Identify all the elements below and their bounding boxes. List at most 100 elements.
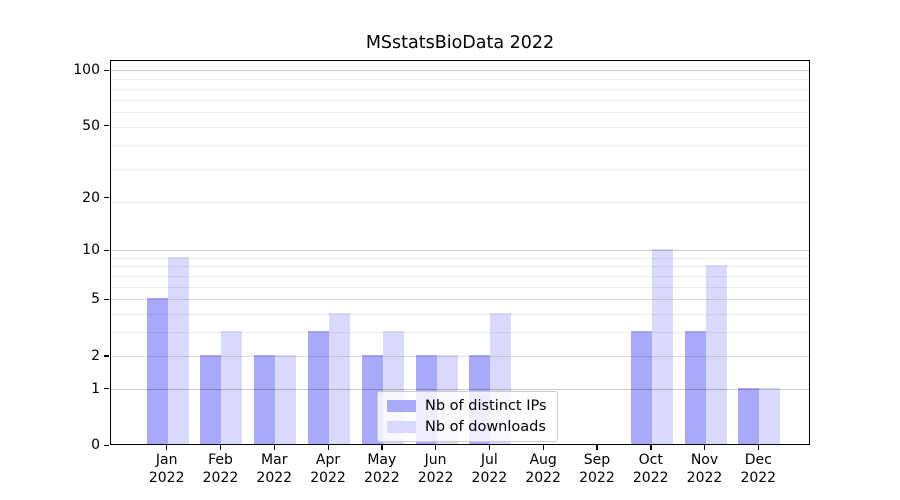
x-tick-month: Jul — [480, 452, 498, 468]
x-tick-year: 2022 — [686, 469, 723, 486]
gridline — [111, 355, 809, 357]
y-axis-tick-label: 20 — [82, 189, 100, 206]
x-tick-month: Feb — [208, 452, 233, 468]
y-axis-tick-mark — [104, 444, 109, 446]
x-tick-year: 2022 — [148, 469, 185, 486]
legend-label: Nb of downloads — [425, 419, 546, 435]
x-axis-tick-mark — [596, 445, 598, 450]
gridline — [111, 70, 809, 71]
legend-item: Nb of distinct IPs — [387, 398, 547, 414]
gridline — [111, 286, 809, 288]
gridline — [111, 332, 809, 334]
x-axis-tick-mark — [381, 445, 383, 450]
x-axis-tick-label: Jan 2022 — [137, 452, 197, 487]
x-tick-year: 2022 — [579, 469, 615, 486]
gridline — [111, 112, 809, 114]
x-tick-year: 2022 — [740, 469, 777, 486]
x-axis-tick-label: Sep 2022 — [567, 452, 627, 487]
bar — [146, 298, 168, 444]
gridline — [111, 276, 809, 278]
bar — [630, 331, 652, 444]
x-axis-tick-label: Mar 2022 — [244, 452, 304, 487]
x-tick-month: May — [367, 452, 397, 468]
x-tick-month: Dec — [744, 452, 772, 468]
x-tick-year: 2022 — [525, 469, 561, 486]
bar — [684, 331, 706, 444]
gridline — [111, 314, 809, 316]
bar — [738, 387, 760, 444]
x-tick-month: Jan — [155, 452, 178, 468]
gridline — [111, 168, 809, 170]
x-axis-tick-label: Nov 2022 — [675, 452, 735, 487]
y-axis-tick-mark — [104, 69, 109, 71]
x-axis-tick-label: Aug 2022 — [513, 452, 573, 487]
x-tick-month: Mar — [261, 452, 288, 468]
gridline — [111, 127, 809, 129]
x-axis-tick-mark — [704, 445, 706, 450]
bar — [705, 265, 727, 444]
x-tick-year: 2022 — [363, 469, 400, 486]
y-axis-tick-label: 50 — [82, 117, 100, 134]
legend: Nb of distinct IPs Nb of downloads — [377, 391, 558, 442]
x-tick-year: 2022 — [632, 469, 669, 486]
legend-swatch-distinct-ips-icon — [387, 400, 416, 412]
x-tick-year: 2022 — [417, 469, 454, 486]
gridline — [111, 88, 809, 90]
gridline — [111, 257, 809, 259]
x-axis-tick-mark — [757, 445, 760, 450]
y-axis-tick-mark — [104, 125, 109, 127]
x-tick-month: Nov — [690, 452, 719, 468]
y-axis-tick-mark — [104, 197, 109, 199]
x-axis-tick-label: Dec 2022 — [728, 452, 788, 487]
x-axis-tick-mark — [435, 445, 437, 450]
y-axis-tick-label: 2 — [91, 347, 100, 364]
y-axis-tick-mark — [104, 388, 109, 390]
x-axis-tick-label: Feb 2022 — [190, 452, 250, 487]
x-tick-month: Jun — [424, 452, 447, 468]
bar — [221, 331, 243, 444]
x-tick-month: Oct — [638, 452, 663, 468]
x-axis-tick-mark — [273, 445, 276, 450]
y-axis-tick-label: 10 — [82, 242, 100, 259]
y-axis-tick-mark — [104, 355, 109, 357]
y-axis-tick-label: 100 — [73, 62, 100, 78]
bar — [167, 256, 189, 444]
gridline — [111, 145, 809, 147]
gridline — [111, 266, 809, 268]
bar — [759, 387, 781, 444]
bar — [651, 249, 673, 444]
chart-title: MSstatsBioData 2022 — [365, 33, 555, 53]
legend-swatch-downloads-icon — [387, 421, 416, 433]
x-axis-tick-label: Oct 2022 — [621, 452, 681, 487]
x-axis-tick-mark — [650, 445, 652, 450]
y-axis-tick-label: 1 — [91, 380, 100, 397]
bar — [254, 354, 276, 444]
x-axis-tick-mark — [327, 445, 329, 450]
x-axis-tick-label: May 2022 — [352, 452, 412, 487]
y-axis-tick-mark — [104, 249, 109, 251]
gridline — [111, 79, 809, 81]
gridline — [111, 299, 809, 301]
bar — [329, 313, 351, 444]
x-axis-tick-label: Jun 2022 — [406, 452, 466, 487]
legend-item: Nb of downloads — [387, 419, 547, 435]
x-axis-tick-mark — [166, 445, 168, 450]
legend-label: Nb of distinct IPs — [425, 398, 547, 414]
gridline — [111, 388, 809, 390]
x-tick-year: 2022 — [310, 469, 346, 486]
x-tick-month: Aug — [529, 452, 557, 468]
gridline — [111, 201, 809, 203]
x-axis-tick-mark — [219, 445, 222, 450]
gridline — [111, 99, 809, 101]
bar — [275, 354, 297, 444]
x-tick-month: Apr — [315, 452, 341, 468]
x-tick-year: 2022 — [256, 469, 293, 486]
x-axis-tick-label: Apr 2022 — [298, 452, 358, 487]
bar — [308, 331, 330, 444]
x-tick-year: 2022 — [471, 469, 508, 486]
bar — [200, 354, 222, 444]
plot-area — [110, 60, 810, 445]
x-tick-month: Sep — [583, 452, 611, 468]
gridline — [111, 250, 809, 252]
